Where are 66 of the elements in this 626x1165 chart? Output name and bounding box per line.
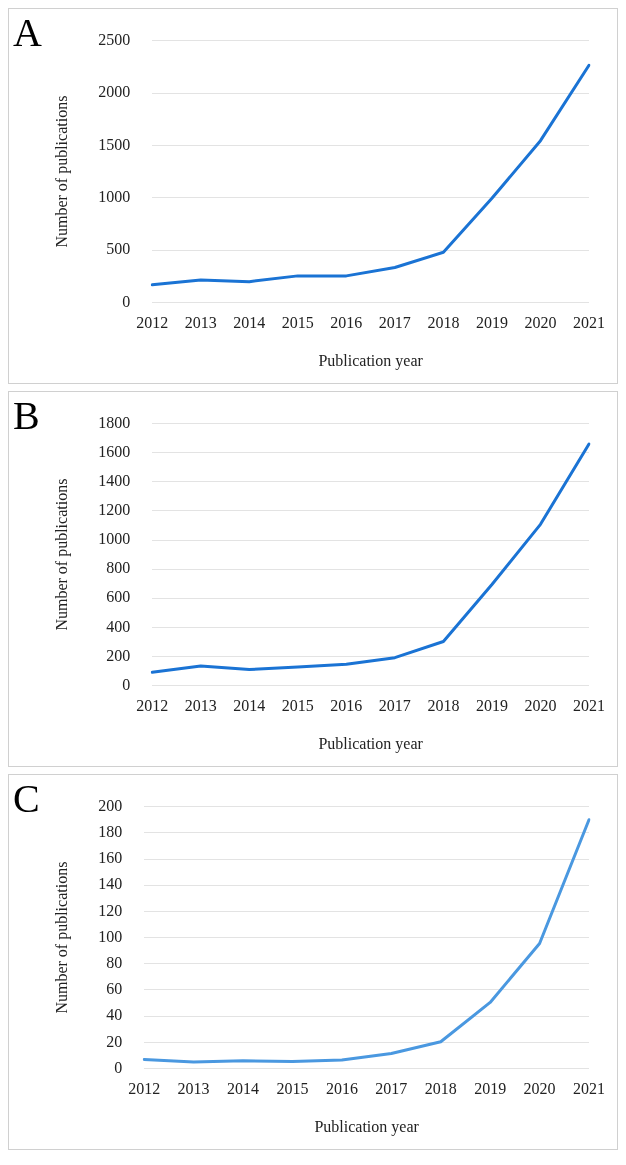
y-tick-label: 20 — [106, 1032, 123, 1050]
x-tick-label: 2021 — [573, 1080, 605, 1098]
x-tick-label: 2012 — [136, 314, 169, 332]
x-tick-label: 2018 — [427, 314, 460, 332]
y-tick-label: 1500 — [98, 135, 131, 153]
x-tick-label: 2021 — [573, 697, 605, 715]
y-tick-label: 160 — [98, 849, 123, 867]
chart-title: A — [13, 9, 42, 55]
x-tick-label: 2012 — [128, 1080, 161, 1098]
y-tick-label: 600 — [106, 588, 131, 606]
x-tick-label: 2015 — [281, 314, 314, 332]
y-tick-label: 140 — [98, 875, 123, 893]
y-tick-label: 0 — [114, 1058, 123, 1076]
x-tick-label: 2013 — [184, 697, 217, 715]
y-tick-label: 0 — [122, 292, 131, 310]
x-axis-title: Publication year — [314, 1117, 420, 1136]
y-axis-title: Number of publications — [52, 861, 71, 1014]
y-tick-label: 1400 — [98, 472, 131, 490]
x-tick-label: 2019 — [475, 314, 508, 332]
y-tick-label: 2000 — [98, 83, 131, 101]
x-tick-label: 2014 — [227, 1080, 260, 1098]
x-tick-label: 2015 — [276, 1080, 309, 1098]
x-tick-label: 2013 — [177, 1080, 210, 1098]
y-tick-label: 40 — [106, 1006, 123, 1024]
chart-title: C — [13, 775, 40, 821]
y-tick-label: 180 — [98, 823, 123, 840]
x-tick-label: 2020 — [524, 314, 557, 332]
x-tick-label: 2012 — [136, 697, 169, 715]
x-tick-label: 2014 — [233, 314, 266, 332]
y-tick-label: 100 — [98, 927, 123, 945]
x-axis-title: Publication year — [318, 734, 424, 753]
y-tick-label: 0 — [122, 675, 131, 693]
y-tick-label: 800 — [106, 559, 131, 577]
y-tick-label: 60 — [106, 980, 123, 998]
y-tick-label: 500 — [106, 240, 131, 258]
x-tick-label: 2015 — [281, 697, 314, 715]
x-tick-label: 2013 — [184, 314, 217, 332]
y-axis-title: Number of publications — [52, 478, 71, 631]
y-tick-label: 400 — [106, 617, 131, 635]
x-tick-label: 2017 — [375, 1080, 408, 1098]
x-tick-label: 2019 — [475, 697, 508, 715]
chart-title: B — [13, 392, 40, 438]
y-tick-label: 1200 — [98, 501, 131, 519]
y-tick-label: 200 — [106, 646, 131, 664]
y-tick-label: 1000 — [98, 530, 131, 548]
y-tick-label: 1800 — [98, 413, 131, 431]
y-tick-label: 80 — [106, 954, 123, 971]
x-tick-label: 2014 — [233, 697, 266, 715]
y-tick-label: 120 — [98, 901, 123, 919]
y-tick-label: 1000 — [98, 188, 131, 205]
x-tick-label: 2016 — [330, 697, 363, 715]
x-axis-title: Publication year — [318, 351, 424, 370]
x-tick-label: 2017 — [378, 314, 411, 332]
x-tick-label: 2019 — [474, 1080, 507, 1098]
y-axis-title: Number of publications — [52, 95, 71, 248]
y-tick-label: 200 — [98, 796, 123, 814]
y-tick-label: 2500 — [98, 30, 131, 48]
y-tick-label: 1600 — [98, 442, 131, 460]
x-tick-label: 2020 — [523, 1080, 556, 1098]
x-tick-label: 2020 — [524, 697, 557, 715]
x-tick-label: 2016 — [330, 314, 363, 332]
x-tick-label: 2017 — [378, 697, 411, 715]
x-tick-label: 2018 — [424, 1080, 457, 1098]
x-tick-label: 2016 — [325, 1080, 358, 1098]
x-tick-label: 2018 — [427, 697, 460, 715]
x-tick-label: 2021 — [573, 314, 605, 332]
